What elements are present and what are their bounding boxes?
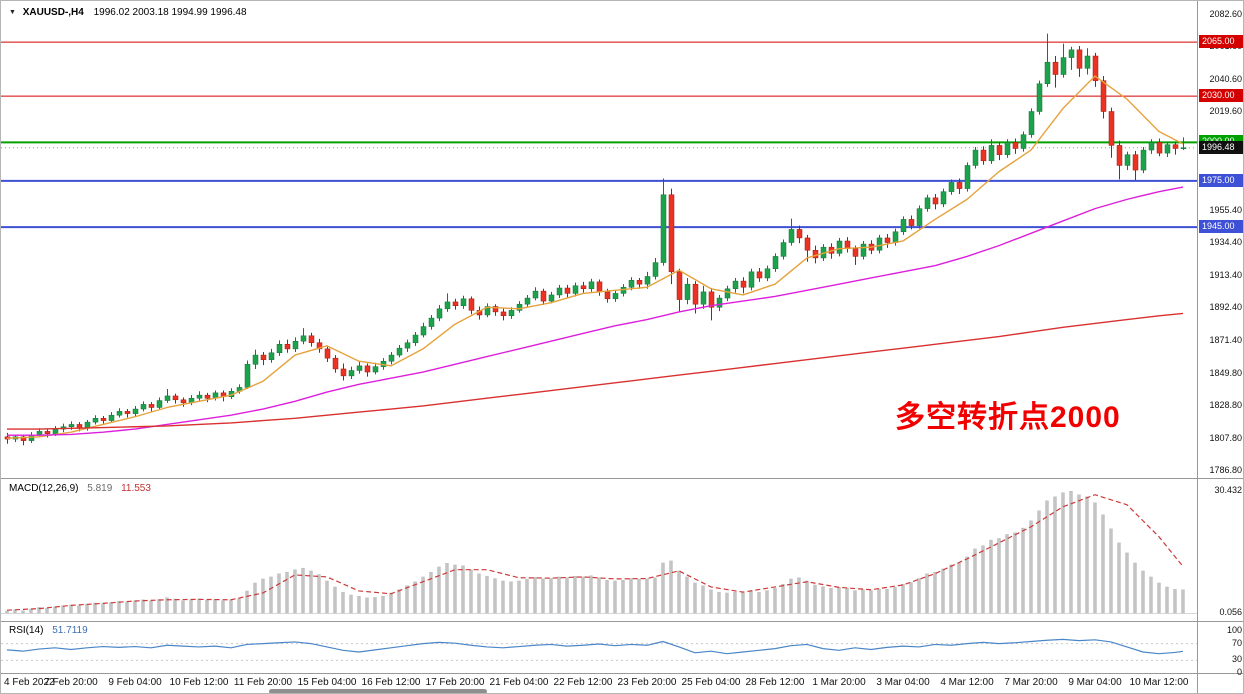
chart-annotation-text: 多空转折点2000: [895, 401, 1121, 434]
price-tick: 2019.60: [1209, 106, 1242, 117]
price-badge-1996.48: 1996.48: [1199, 140, 1243, 154]
time-label: 1 Mar 20:00: [812, 677, 866, 688]
rsi-axis-label: 100: [1226, 625, 1242, 635]
price-tick: 1871.40: [1209, 334, 1242, 345]
time-label: 15 Feb 04:00: [297, 677, 357, 688]
macd-signal-line: [6, 494, 1184, 611]
price-badge-2065.00: 2065.00: [1199, 35, 1243, 49]
price-badge-2030.00: 2030.00: [1199, 89, 1243, 103]
time-label: 10 Mar 12:00: [1129, 677, 1189, 688]
price-tick: 2082.60: [1209, 9, 1242, 19]
time-label: 10 Feb 12:00: [169, 677, 229, 688]
horizontal-price-lines[interactable]: [1, 41, 1197, 229]
time-label: 16 Feb 12:00: [361, 677, 421, 688]
time-label: 4 Mar 12:00: [940, 677, 994, 688]
macd-axis-label: 30.432: [1214, 485, 1242, 495]
ma-mid-magenta-line[interactable]: [7, 186, 1184, 436]
price-tick: 1786.80: [1209, 465, 1242, 475]
price-tick: 1913.40: [1209, 269, 1242, 280]
rsi-axis-label: 70: [1231, 637, 1242, 648]
rsi-axis-label: 0: [1236, 667, 1242, 677]
macd-histogram: [5, 490, 1185, 614]
time-label: 9 Mar 04:00: [1068, 677, 1122, 688]
ma-fast-orange-line[interactable]: [6, 75, 1184, 440]
time-label: 25 Feb 04:00: [681, 677, 741, 688]
time-label: 4 Feb 2022: [4, 677, 55, 688]
macd-axis-label: 0.056: [1219, 606, 1242, 617]
macd-main-value: 5.819: [87, 483, 113, 494]
time-label: 3 Mar 04:00: [876, 677, 930, 688]
macd-name: MACD(12,26,9): [9, 483, 79, 494]
time-label: 11 Feb 20:00: [233, 677, 293, 688]
price-tick: 1892.40: [1209, 302, 1242, 313]
rsi-name: RSI(14): [9, 625, 44, 636]
rsi-value: 51.7119: [52, 625, 88, 636]
time-label: 17 Feb 20:00: [425, 677, 485, 688]
symbol-timeframe-label: XAUUSD-,H4: [22, 7, 84, 18]
h-scrollbar-thumb[interactable]: [269, 689, 487, 693]
time-label: 7 Feb 20:00: [44, 677, 98, 688]
time-label: 28 Feb 12:00: [745, 677, 805, 688]
ohlc-values: 1996.02 2003.18 1994.99 1996.48: [93, 7, 247, 18]
rsi-indicator-label: RSI(14) 51.7119: [9, 625, 88, 636]
collapse-triangle-icon[interactable]: ▼: [9, 9, 16, 16]
time-label: 21 Feb 04:00: [489, 677, 549, 688]
time-axis[interactable]: 4 Feb 2022 7 Feb 20:00 9 Feb 04:00 10 Feb 1…: [1, 1, 1198, 693]
macd-signal-value: 11.553: [121, 483, 151, 494]
price-tick: 1849.80: [1209, 367, 1242, 378]
time-label: 9 Feb 04:00: [108, 677, 162, 688]
rsi-line: [6, 638, 1184, 655]
price-tick: 1934.40: [1209, 237, 1242, 248]
price-axis[interactable]: 2082.602061.602040.602019.601955.401934.…: [1198, 1, 1243, 693]
price-badge-1945.00: 1945.00: [1199, 220, 1243, 234]
macd-indicator-label: MACD(12,26,9) 5.819 11.553: [9, 483, 151, 494]
chart-header: ▼ XAUUSD-,H4 1996.02 2003.18 1994.99 199…: [9, 7, 247, 18]
ma-slow-red-line[interactable]: [7, 312, 1184, 430]
time-label: 23 Feb 20:00: [617, 677, 677, 688]
price-tick: 1955.40: [1209, 205, 1242, 216]
price-tick: 1807.80: [1209, 432, 1242, 443]
price-tick: 1828.80: [1209, 400, 1242, 411]
price-badge-1975.00: 1975.00: [1199, 173, 1243, 187]
price-tick: 2040.60: [1209, 73, 1242, 84]
time-label: 7 Mar 20:00: [1004, 677, 1058, 688]
time-label: 22 Feb 12:00: [553, 677, 613, 688]
rsi-axis-label: 30: [1231, 654, 1242, 665]
candles-layer: [4, 33, 1187, 446]
